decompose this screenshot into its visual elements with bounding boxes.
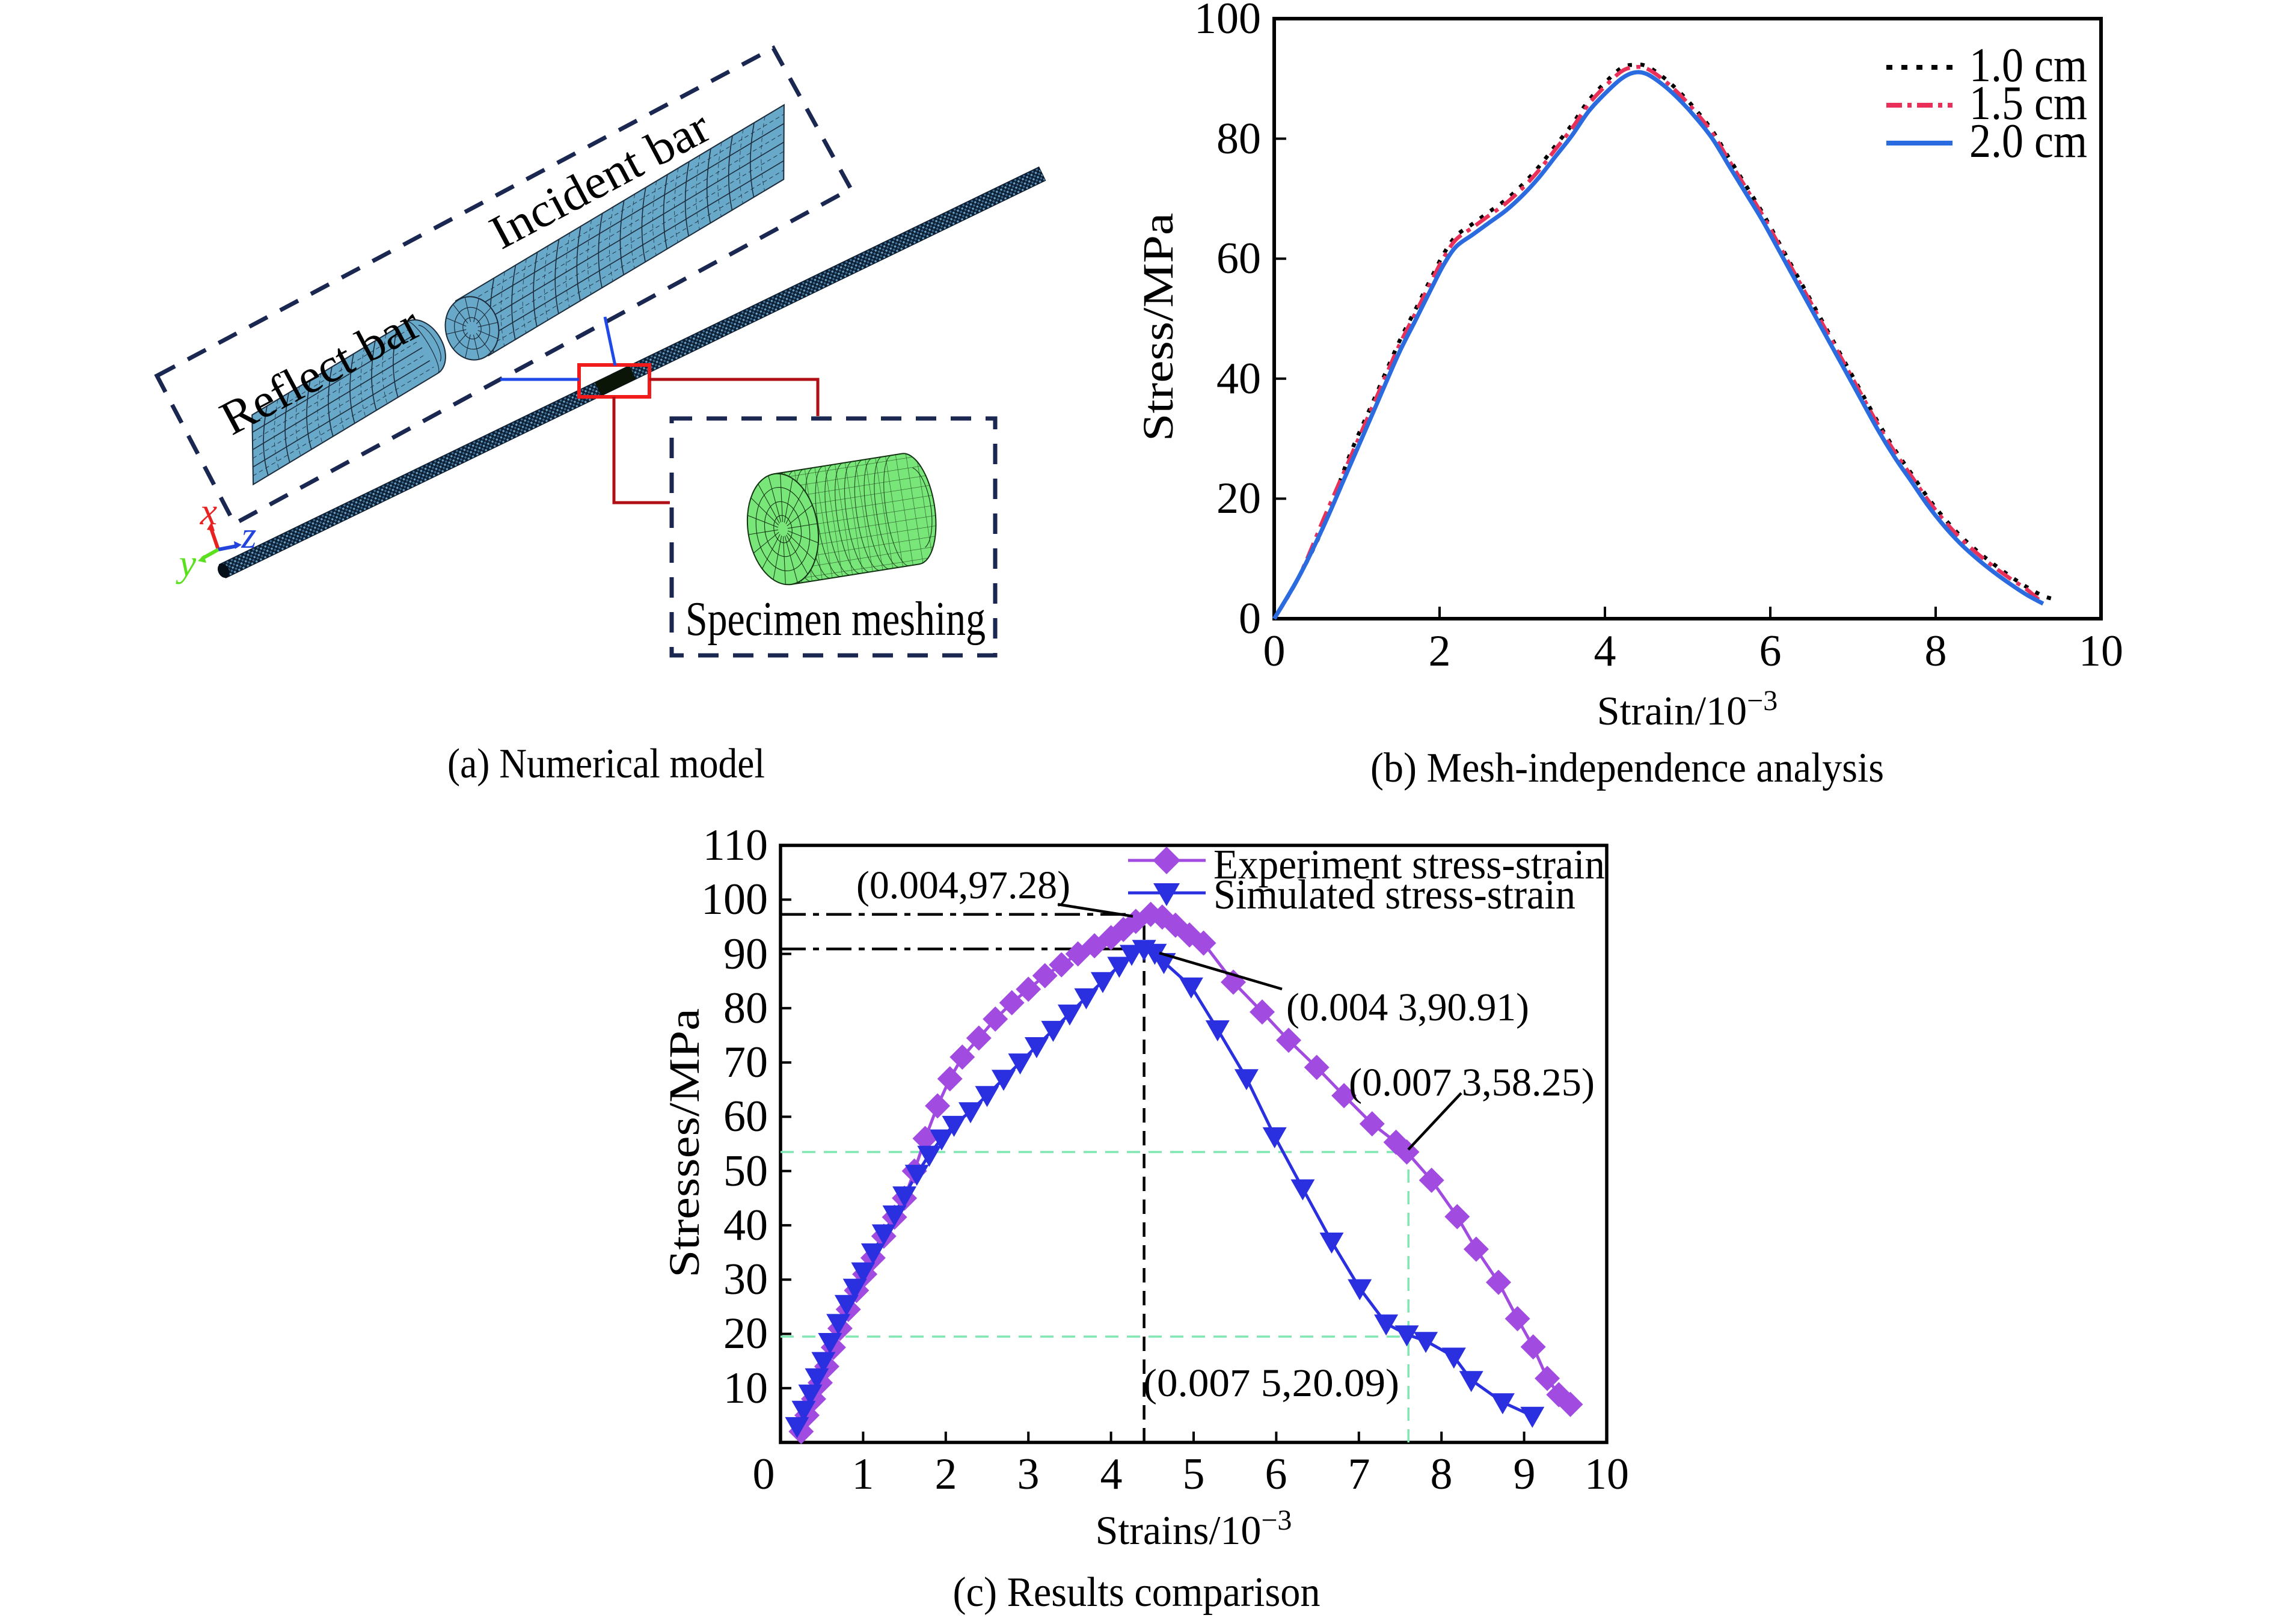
svg-text:Simulated stress-strain: Simulated stress-strain — [1213, 872, 1575, 918]
svg-text:0: 0 — [1239, 594, 1261, 643]
svg-text:(0.004 3,90.91): (0.004 3,90.91) — [1286, 985, 1529, 1029]
svg-text:8: 8 — [1431, 1450, 1453, 1499]
svg-text:1.5 cm: 1.5 cm — [1969, 77, 2087, 130]
svg-text:8: 8 — [1925, 627, 1947, 676]
svg-text:(c) Results comparison: (c) Results comparison — [953, 1569, 1321, 1616]
svg-text:30: 30 — [723, 1255, 768, 1304]
svg-text:(b) Mesh-independence analysis: (b) Mesh-independence analysis — [1370, 745, 1884, 791]
svg-text:110: 110 — [703, 821, 768, 870]
svg-text:90: 90 — [723, 930, 768, 979]
svg-text:2: 2 — [1429, 627, 1451, 676]
svg-text:10: 10 — [2079, 627, 2123, 676]
svg-text:(0.004,97.28): (0.004,97.28) — [856, 863, 1070, 907]
svg-text:80: 80 — [723, 984, 768, 1033]
svg-text:4: 4 — [1594, 627, 1616, 676]
svg-text:7: 7 — [1348, 1450, 1370, 1499]
svg-text:50: 50 — [723, 1147, 768, 1196]
svg-text:y: y — [176, 542, 197, 584]
svg-text:100: 100 — [1194, 0, 1261, 43]
svg-text:4: 4 — [1100, 1450, 1123, 1499]
svg-text:(0.007 3,58.25): (0.007 3,58.25) — [1349, 1061, 1595, 1105]
svg-text:Stress/MPa: Stress/MPa — [1134, 213, 1182, 441]
svg-text:1.0 cm: 1.0 cm — [1969, 39, 2087, 92]
svg-text:20: 20 — [1216, 474, 1261, 523]
svg-text:6: 6 — [1759, 627, 1782, 676]
svg-text:x: x — [200, 490, 217, 533]
svg-text:0: 0 — [753, 1450, 775, 1499]
svg-text:10: 10 — [723, 1364, 768, 1413]
svg-text:5: 5 — [1183, 1450, 1205, 1499]
svg-text:3: 3 — [1017, 1450, 1040, 1499]
svg-text:z: z — [241, 513, 257, 556]
svg-text:40: 40 — [1216, 354, 1261, 403]
svg-text:0: 0 — [1263, 627, 1286, 676]
svg-text:2.0 cm: 2.0 cm — [1969, 115, 2087, 168]
svg-text:1: 1 — [852, 1450, 874, 1499]
svg-text:Specimen meshing: Specimen meshing — [686, 593, 986, 646]
svg-text:60: 60 — [723, 1092, 768, 1141]
svg-text:10: 10 — [1584, 1450, 1629, 1499]
svg-text:(a) Numerical model: (a) Numerical model — [447, 741, 765, 787]
svg-text:20: 20 — [723, 1309, 768, 1358]
svg-text:(0.007 5,20.09): (0.007 5,20.09) — [1143, 1361, 1399, 1405]
svg-text:Strains/10−3: Strains/10−3 — [1096, 1504, 1292, 1553]
svg-text:9: 9 — [1514, 1450, 1536, 1499]
svg-text:70: 70 — [723, 1038, 768, 1087]
svg-text:Stresses/MPa: Stresses/MPa — [660, 1008, 708, 1278]
svg-text:40: 40 — [723, 1201, 768, 1250]
svg-text:60: 60 — [1216, 234, 1261, 283]
svg-text:Experiment stress-strain: Experiment stress-strain — [1213, 842, 1605, 888]
svg-text:2: 2 — [935, 1450, 957, 1499]
svg-text:6: 6 — [1265, 1450, 1287, 1499]
svg-text:100: 100 — [701, 875, 768, 924]
svg-text:80: 80 — [1216, 114, 1261, 164]
